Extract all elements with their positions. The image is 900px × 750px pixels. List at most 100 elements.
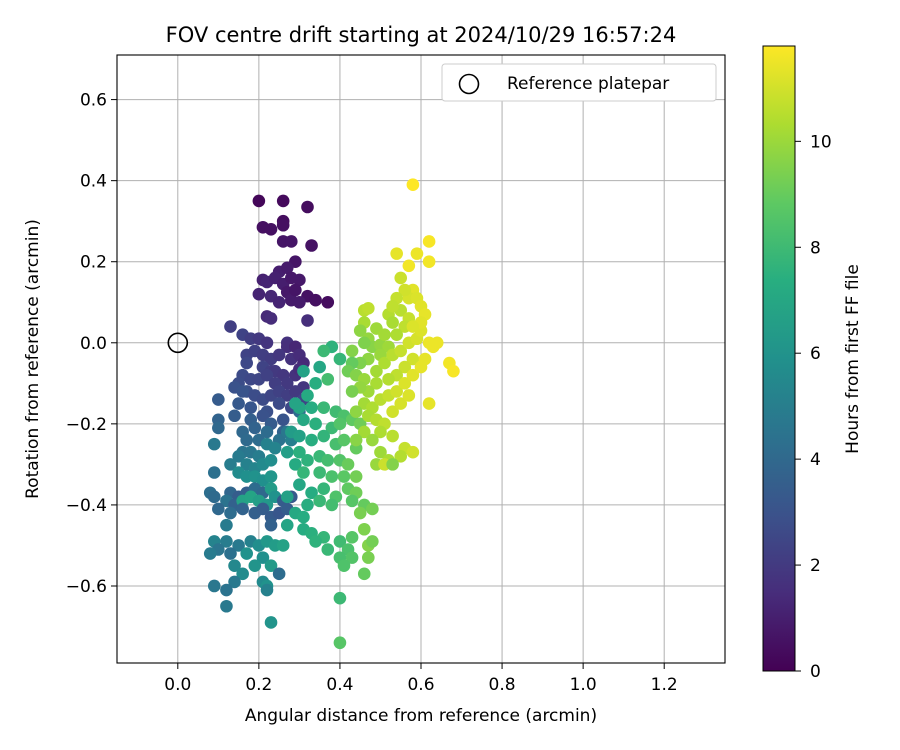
data-point (289, 397, 302, 410)
legend-box (441, 63, 717, 102)
data-point (410, 247, 424, 260)
y-tick-label: −0.2 (66, 415, 107, 435)
data-point (305, 239, 318, 252)
data-point (228, 575, 241, 589)
y-tick-label: −0.4 (66, 496, 107, 516)
data-point (220, 599, 233, 613)
data-point (321, 295, 335, 309)
colorbar-tick-label: 10 (810, 132, 832, 152)
data-point (228, 409, 241, 423)
data-point (362, 551, 375, 564)
data-point (276, 539, 290, 552)
data-point (301, 314, 314, 327)
data-point (374, 425, 387, 439)
data-point (212, 393, 225, 406)
data-point (422, 235, 436, 248)
data-point (406, 445, 420, 459)
data-point (207, 466, 221, 479)
data-point (353, 324, 367, 337)
y-tick-label: 0.4 (80, 172, 107, 192)
data-point (248, 421, 262, 435)
x-tick-label: 0.4 (326, 675, 353, 695)
data-point (256, 551, 270, 564)
y-tick-label: 0.2 (80, 253, 107, 273)
data-point (422, 397, 436, 410)
data-point (264, 470, 278, 483)
data-point (406, 368, 420, 382)
chart-title: FOV centre drift starting at 2024/10/29 … (166, 23, 677, 47)
data-point (349, 470, 363, 483)
colorbar-tick-label: 2 (810, 556, 821, 576)
data-point (297, 413, 310, 427)
data-point (345, 494, 359, 508)
data-point (333, 636, 347, 650)
legend-marker (458, 73, 480, 95)
data-point (260, 425, 274, 439)
data-point (390, 328, 403, 341)
data-point (280, 490, 294, 504)
data-point (260, 368, 274, 382)
data-point (232, 397, 245, 410)
data-point (398, 377, 412, 390)
data-point (394, 344, 408, 358)
colorbar-label: Hours from first FF file (843, 264, 863, 454)
data-point (256, 409, 270, 423)
data-point (260, 336, 274, 350)
data-point (386, 458, 399, 471)
colorbar-tick-label: 6 (810, 344, 821, 364)
data-point (345, 385, 359, 398)
data-point (357, 567, 371, 581)
data-point (212, 421, 225, 435)
data-point (353, 506, 367, 520)
data-point (357, 425, 371, 439)
data-point (325, 470, 339, 483)
data-point (370, 364, 383, 378)
data-point (232, 449, 245, 463)
data-point (386, 316, 399, 329)
data-point (317, 429, 331, 443)
x-tick-label: 1.0 (570, 675, 597, 695)
data-point (297, 510, 310, 524)
data-point (349, 405, 363, 418)
data-point (264, 559, 278, 573)
data-point (244, 401, 258, 414)
data-point (293, 445, 306, 459)
data-point (293, 429, 306, 443)
data-point (321, 372, 335, 386)
data-point (207, 579, 221, 593)
colorbar-gradient (762, 45, 796, 672)
x-axis-label: Angular distance from reference (arcmin) (245, 706, 597, 726)
data-point (301, 454, 314, 467)
data-point (280, 518, 294, 532)
reference-marker (167, 332, 189, 354)
data-point (280, 445, 294, 459)
data-point (418, 352, 432, 366)
data-point (293, 478, 306, 491)
data-point (264, 518, 278, 532)
data-points (203, 178, 460, 650)
data-point (220, 518, 233, 532)
data-point (220, 583, 233, 597)
data-point (313, 466, 326, 479)
data-point (378, 328, 391, 341)
data-point (224, 458, 237, 471)
data-point (248, 559, 262, 573)
colorbar-tick-label: 4 (810, 450, 821, 470)
data-point (406, 320, 420, 333)
data-point (236, 385, 249, 398)
data-point (333, 417, 347, 431)
data-point (341, 458, 355, 471)
data-point (366, 433, 379, 447)
data-point (313, 360, 326, 374)
data-point (252, 194, 266, 208)
data-point (293, 273, 306, 287)
data-point (236, 567, 249, 581)
y-tick-label: −0.6 (66, 577, 107, 597)
data-point (268, 441, 282, 455)
colorbar-ticks: 0 2 4 6 8 10 (795, 132, 832, 682)
data-point (321, 543, 335, 556)
data-point (402, 259, 416, 273)
data-point (337, 559, 351, 573)
data-point (264, 222, 278, 236)
data-point (207, 437, 221, 451)
